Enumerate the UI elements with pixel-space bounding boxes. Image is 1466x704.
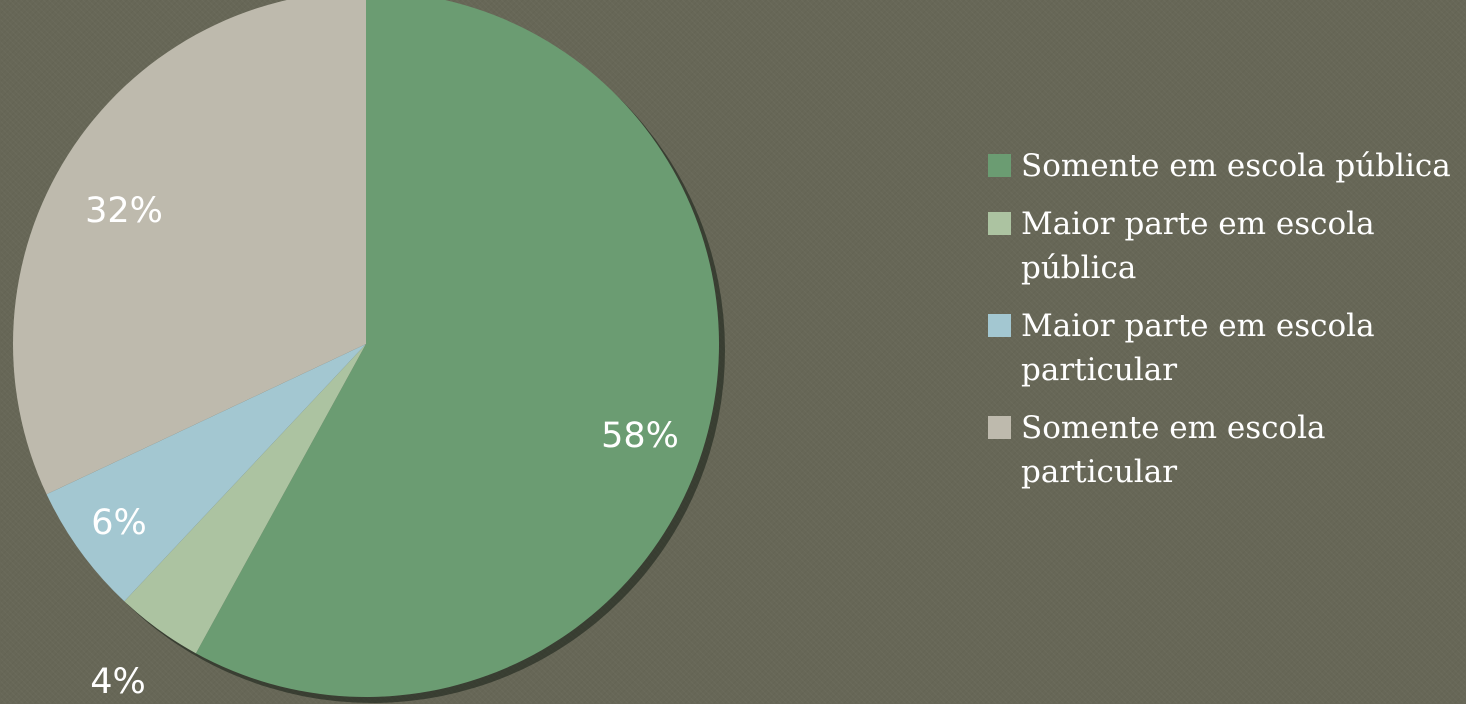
data-label-somente-particular: 32% — [85, 191, 163, 231]
legend-swatch-somente-particular — [988, 416, 1011, 439]
pie-chart: 58% 4% 6% 32% — [13, 0, 725, 703]
pie-slice-maior-publica — [124, 344, 366, 654]
legend-item-maior-particular: Maior parte em escola particular — [988, 304, 1458, 392]
chart-legend: Somente em escola pública Maior parte em… — [988, 144, 1458, 508]
legend-label-somente-particular: Somente em escola particular — [1021, 410, 1326, 490]
legend-label-maior-publica: Maior parte em escola pública — [1021, 206, 1375, 286]
legend-item-somente-publica: Somente em escola pública — [988, 144, 1458, 188]
legend-item-somente-particular: Somente em escola particular — [988, 406, 1458, 494]
legend-label-maior-particular: Maior parte em escola particular — [1021, 308, 1375, 388]
legend-label-somente-publica: Somente em escola pública — [1021, 148, 1451, 184]
pie-slice-somente-particular — [13, 0, 366, 495]
pie-slice-maior-particular — [46, 344, 367, 602]
legend-swatch-maior-particular — [988, 314, 1011, 337]
data-label-maior-publica: 4% — [90, 662, 146, 702]
data-label-somente-publica: 58% — [601, 416, 679, 456]
data-label-maior-particular: 6% — [91, 503, 147, 543]
legend-swatch-maior-publica — [988, 212, 1011, 235]
legend-item-maior-publica: Maior parte em escola pública — [988, 202, 1458, 290]
pie-slice-somente-publica — [195, 0, 719, 697]
legend-swatch-somente-publica — [988, 154, 1011, 177]
